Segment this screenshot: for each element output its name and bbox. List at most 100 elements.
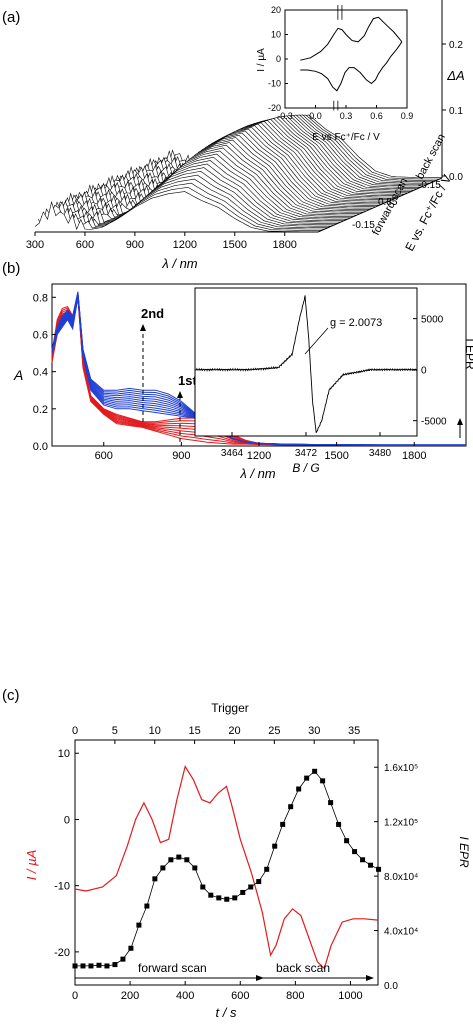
panel-c-epr-point <box>256 879 262 885</box>
panel-c-epr-point <box>248 884 254 890</box>
panel-c-epr-point <box>376 866 382 872</box>
panel-b-inset-y-tick-label: -5000 <box>421 417 447 428</box>
panel-b-y-ticks: 0.0 0.2 0.4 0.6 0.8 <box>33 292 56 453</box>
panel-c-right-ticks: 0.0 4.0x10⁴ 8.0x10⁴ 1.2x10⁵ 1.6x10⁵ <box>374 763 418 992</box>
panel-c-series <box>72 764 382 970</box>
panel-b-inset-g-pointer <box>304 327 329 355</box>
panel-b-inset-y-tick-label: 0 <box>421 366 427 377</box>
panel-b-markers: 2nd 1st <box>140 306 463 442</box>
panel-c-y2-tick-label: 0.0 <box>384 981 398 992</box>
panel-c-epr-point <box>72 963 78 969</box>
panel-a-axes <box>35 0 443 233</box>
panel-b-1st-arrowhead <box>177 391 183 398</box>
panel-b-y-tick-label: 0.8 <box>33 292 48 304</box>
panel-a-x-ticks: 300 600 900 1200 1500 1800 <box>26 232 297 251</box>
panel-b-x-tick-label: 600 <box>95 450 113 462</box>
panel-c-epr-point <box>80 963 86 969</box>
panel-a-inset-back-curve <box>300 41 403 92</box>
panel-b-inset-epr: 3464 3472 3480 5000 0 -5000 <box>194 295 447 459</box>
panel-c-epr-point <box>104 963 110 969</box>
panel-c-epr-point <box>328 800 334 806</box>
panel-b-2nd-arrowhead <box>140 324 146 331</box>
panel-b-x-tick-label: 1200 <box>247 450 271 462</box>
panel-b-right-arrowhead <box>457 418 463 425</box>
panel-a-inset-cv: -0.3 0.0 0.3 0.6 0.9 20 10 0 -10 -20 <box>268 5 413 121</box>
panel-c-top-tick-label: 35 <box>348 725 360 737</box>
panel-c-top-tick-label: 10 <box>149 725 161 737</box>
panel-c-epr-point <box>216 895 222 901</box>
panel-c-epr-point <box>232 895 238 901</box>
panel-a-spectrum-trace <box>57 163 341 223</box>
panel-b-xlabel: λ / nm <box>239 466 275 481</box>
panel-c-x-tick-label: 800 <box>286 990 304 1002</box>
panel-b-x-ticks: 600 900 1200 1500 1800 <box>95 442 426 462</box>
panel-c-plot-frame <box>74 739 379 986</box>
panel-a-spectrum-trace <box>53 167 338 224</box>
panel-a-potential-tick-label: -0.15 <box>418 180 441 191</box>
panel-c-left-ticks: -20 -10 0 10 <box>54 748 79 959</box>
panel-c-epr-point <box>296 786 302 792</box>
panel-a-x-tick-label: 1800 <box>272 239 296 251</box>
panel-b-x-tick-label: 1800 <box>402 450 426 462</box>
panel-c-xlabel: t / s <box>216 1005 237 1020</box>
panel-a-inset-xlabel: E vs Fc⁺/Fc / V <box>312 132 380 143</box>
panel-a-inset-y-tick-label: 10 <box>271 30 281 40</box>
panel-a-label: (a) <box>2 9 20 26</box>
panel-c-scan-arrow <box>75 975 374 981</box>
panel-c-top-tick-label: 30 <box>308 725 320 737</box>
panel-c-epr-point <box>96 962 102 968</box>
panel-c-epr-point <box>320 778 326 784</box>
panel-b-ylabel: A <box>13 367 23 383</box>
panel-b-inset-x-tick-label: 3464 <box>221 448 244 459</box>
panel-a-dA-ticks: 0.0 0.1 0.2 <box>442 40 463 183</box>
panel-c-x-tick-label: 600 <box>231 990 249 1002</box>
panel-a-spectrum-trace <box>50 170 334 227</box>
panel-b-2nd-label: 2nd <box>141 306 164 321</box>
panel-c-current-line <box>74 764 379 970</box>
panel-c-epr-point <box>160 865 166 871</box>
panel-a-spectrum-trace <box>37 186 322 231</box>
panel-c-epr-point <box>288 804 294 810</box>
panel-b-inset-g-value: g = 2.0073 <box>330 317 382 329</box>
panel-c-epr-point <box>352 849 358 855</box>
panel-c-epr-point <box>344 838 350 844</box>
panel-b-y-tick-label: 0.0 <box>33 441 48 453</box>
panel-c-y2-tick-label: 4.0x10⁴ <box>384 927 418 938</box>
panel-b-inset-x-tick-label: 3480 <box>369 448 392 459</box>
panel-a-x-tick-label: 600 <box>76 239 94 251</box>
panel-c-epr-point <box>88 963 94 969</box>
panel-b-1st-label: 1st <box>178 373 197 388</box>
panel-c-forward-scan-label: forward scan <box>138 961 207 975</box>
panel-c-y-tick-label: 0 <box>64 814 70 826</box>
panel-a-inset-y-tick-label: -10 <box>268 79 281 89</box>
panel-c-x-ticks: 0 200 400 600 800 1000 <box>72 981 363 1002</box>
panel-c-epr-point <box>192 865 198 871</box>
panel-a-dA-tick-label: 0.2 <box>449 40 463 51</box>
panel-a-spectrum-trace <box>72 147 357 216</box>
panel-b-inset-ylabel: I EPR <box>463 338 473 370</box>
panel-a-x-tick-label: 1200 <box>173 239 197 251</box>
panel-c-epr-point <box>208 892 214 898</box>
panel-a-inset-forward-curve <box>300 16 403 61</box>
panel-a-spectrum-trace <box>91 132 376 209</box>
panel-c-top-label: Trigger <box>211 701 249 715</box>
panel-a-trace-fill <box>35 191 318 232</box>
panel-b-label: (b) <box>2 260 20 277</box>
panel-c-x-tick-label: 400 <box>176 990 194 1002</box>
panel-c-epr-point <box>312 768 318 774</box>
panel-a-inset-y-tick-label: -20 <box>268 103 281 113</box>
panel-a-x-tick-label: 1500 <box>223 239 247 251</box>
panel-c-top-tick-label: 25 <box>268 725 280 737</box>
panel-a-spectrum-trace <box>88 134 373 210</box>
panel-c-epr-point <box>144 903 150 909</box>
panel-c-epr-point <box>120 956 126 962</box>
panel-a-dA-label: ΔA <box>446 68 464 83</box>
panel-c-y2-tick-label: 1.2x10⁵ <box>384 818 418 829</box>
panel-a-spectrum-trace <box>95 130 379 206</box>
panel-a-inset-x-tick-label: 0.3 <box>340 111 353 121</box>
panel-a-x-tick-label: 900 <box>126 239 144 251</box>
panel-a-xlabel: λ / nm <box>161 256 197 271</box>
panel-c-top-tick-label: 0 <box>72 725 78 737</box>
panel-c-epr-point <box>240 889 246 895</box>
